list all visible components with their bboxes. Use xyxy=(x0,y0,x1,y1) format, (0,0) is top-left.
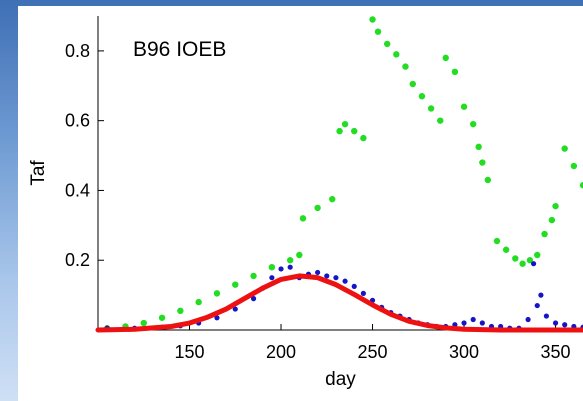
green-point xyxy=(519,260,526,267)
blue-point xyxy=(479,320,485,326)
green-point xyxy=(393,51,400,58)
green-point xyxy=(195,298,202,306)
blue-point xyxy=(562,322,568,328)
green-point xyxy=(336,127,343,135)
green-point xyxy=(341,120,349,128)
green-point xyxy=(460,103,468,110)
blue-point xyxy=(278,266,284,272)
green-point xyxy=(213,290,221,297)
green-point xyxy=(552,202,559,210)
blue-point xyxy=(315,269,321,276)
green-point xyxy=(493,237,501,245)
green-point xyxy=(268,264,276,271)
green-point xyxy=(369,16,376,23)
green-point xyxy=(402,63,409,70)
green-point xyxy=(383,40,391,48)
green-point xyxy=(250,272,257,280)
chart-title: B96 IOEB xyxy=(133,38,226,61)
chart-panel: 150 200 250 300 350 0.2 0.4 0.6 0.8 B96 IOEB day… xyxy=(18,6,583,401)
green-point xyxy=(541,230,548,238)
green-point xyxy=(177,307,184,315)
blue-point xyxy=(269,275,275,281)
green-point xyxy=(437,117,444,124)
chart-marks xyxy=(95,16,583,333)
green-point xyxy=(374,28,382,35)
x-axis-label: day xyxy=(325,369,356,390)
green-point xyxy=(442,54,449,62)
blue-point xyxy=(543,313,549,319)
green-point xyxy=(351,127,358,135)
green-point xyxy=(451,68,459,76)
blue-point xyxy=(461,320,467,326)
green-point xyxy=(469,120,477,128)
green-point xyxy=(418,93,426,100)
green-point xyxy=(329,195,336,203)
green-point xyxy=(158,314,166,321)
blue-point xyxy=(351,283,357,289)
green-point xyxy=(484,176,492,184)
y-tick-label: 0.6 xyxy=(65,111,90,131)
blue-point xyxy=(525,316,531,323)
green-point xyxy=(579,182,583,189)
green-point xyxy=(232,281,239,288)
series-line-red xyxy=(95,273,583,333)
x-tick-label: 150 xyxy=(174,342,204,362)
blue-point xyxy=(538,292,544,298)
blue-point xyxy=(470,316,476,323)
blue-point xyxy=(232,306,238,312)
chart-canvas: 150 200 250 300 350 0.2 0.4 0.6 0.8 B96 IOEB day… xyxy=(28,16,583,390)
blue-point xyxy=(360,290,366,296)
green-point xyxy=(475,143,482,151)
green-point xyxy=(561,145,568,152)
green-point xyxy=(299,215,307,222)
x-tick-label: 250 xyxy=(358,342,388,362)
green-point xyxy=(512,255,519,262)
x-tick-label: 350 xyxy=(541,342,571,362)
y-axis-label: Taf xyxy=(28,160,49,186)
blue-point xyxy=(287,264,293,270)
green-point xyxy=(548,216,556,224)
green-point xyxy=(360,134,367,142)
green-point xyxy=(534,251,541,259)
y-tick-label: 0.4 xyxy=(65,180,90,200)
blue-point xyxy=(342,278,348,284)
x-tick-label: 300 xyxy=(449,342,479,362)
green-point xyxy=(427,105,435,112)
green-point xyxy=(140,319,147,327)
blue-point xyxy=(552,320,559,326)
green-point xyxy=(570,162,578,170)
green-point xyxy=(296,251,303,259)
green-point xyxy=(526,257,534,264)
y-tick-label: 0.2 xyxy=(65,250,90,270)
blue-point xyxy=(333,275,339,281)
blue-point xyxy=(250,296,257,302)
y-tick-label: 0.8 xyxy=(65,41,90,61)
green-point xyxy=(479,159,486,166)
green-point xyxy=(314,204,321,212)
chart-axes: 150 200 250 300 350 0.2 0.4 0.6 0.8 xyxy=(65,16,583,362)
blue-point xyxy=(534,302,540,309)
green-point xyxy=(286,257,294,264)
blue-point xyxy=(530,261,537,267)
blue-point xyxy=(324,273,330,279)
blue-point xyxy=(214,315,220,321)
green-point xyxy=(502,246,510,253)
x-tick-label: 200 xyxy=(266,342,296,362)
green-point xyxy=(409,80,416,88)
